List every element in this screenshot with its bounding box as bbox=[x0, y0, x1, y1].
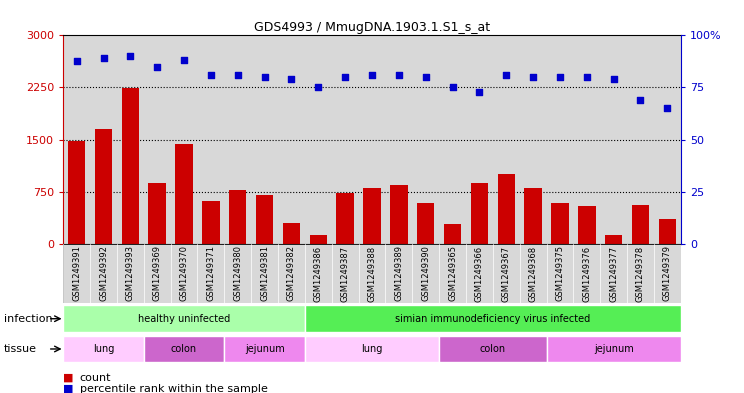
Point bbox=[205, 72, 217, 78]
Text: GSM1249387: GSM1249387 bbox=[341, 245, 350, 301]
Text: GSM1249389: GSM1249389 bbox=[394, 245, 403, 301]
Text: GSM1249378: GSM1249378 bbox=[636, 245, 645, 301]
Text: simian immunodeficiency virus infected: simian immunodeficiency virus infected bbox=[395, 314, 591, 324]
Point bbox=[581, 74, 593, 80]
Bar bbox=[525, 188, 542, 244]
Bar bbox=[417, 203, 434, 244]
Bar bbox=[498, 174, 515, 244]
Bar bbox=[578, 206, 595, 244]
Text: GSM1249382: GSM1249382 bbox=[287, 245, 296, 301]
Text: GSM1249391: GSM1249391 bbox=[72, 245, 81, 301]
Title: GDS4993 / MmugDNA.1903.1.S1_s_at: GDS4993 / MmugDNA.1903.1.S1_s_at bbox=[254, 21, 490, 34]
Point bbox=[661, 105, 673, 111]
Text: jejunum: jejunum bbox=[245, 344, 284, 354]
Point bbox=[608, 76, 620, 82]
Bar bbox=[305, 305, 681, 332]
Text: GSM1249380: GSM1249380 bbox=[234, 245, 243, 301]
Point bbox=[71, 58, 83, 64]
Bar bbox=[551, 204, 568, 244]
Bar bbox=[229, 190, 246, 244]
Point bbox=[232, 72, 244, 78]
Point bbox=[446, 84, 458, 90]
Text: GSM1249369: GSM1249369 bbox=[153, 245, 161, 301]
Text: count: count bbox=[80, 373, 111, 383]
Text: tissue: tissue bbox=[4, 344, 36, 354]
Bar bbox=[363, 188, 381, 244]
Text: GSM1249381: GSM1249381 bbox=[260, 245, 269, 301]
Point bbox=[500, 72, 512, 78]
Text: ■: ■ bbox=[63, 384, 74, 393]
Bar bbox=[390, 185, 408, 244]
Text: GSM1249368: GSM1249368 bbox=[528, 245, 538, 301]
Point bbox=[312, 84, 324, 90]
Bar bbox=[94, 129, 112, 244]
Text: GSM1249377: GSM1249377 bbox=[609, 245, 618, 301]
Point bbox=[554, 74, 566, 80]
Bar bbox=[63, 336, 144, 362]
Bar bbox=[283, 223, 300, 244]
Text: GSM1249366: GSM1249366 bbox=[475, 245, 484, 301]
Text: GSM1249371: GSM1249371 bbox=[206, 245, 216, 301]
Point bbox=[124, 53, 136, 59]
Text: jejunum: jejunum bbox=[594, 344, 633, 354]
Point bbox=[473, 88, 485, 95]
Text: GSM1249393: GSM1249393 bbox=[126, 245, 135, 301]
Bar bbox=[202, 200, 219, 244]
Bar bbox=[176, 144, 193, 244]
Bar bbox=[225, 336, 305, 362]
Text: lung: lung bbox=[93, 344, 114, 354]
Bar bbox=[547, 336, 681, 362]
Text: GSM1249388: GSM1249388 bbox=[368, 245, 376, 301]
Bar bbox=[632, 205, 650, 244]
Text: colon: colon bbox=[480, 344, 506, 354]
Bar bbox=[444, 224, 461, 244]
Bar bbox=[605, 235, 623, 244]
Bar bbox=[305, 336, 439, 362]
Text: infection: infection bbox=[4, 314, 52, 324]
Point bbox=[97, 55, 109, 61]
Point bbox=[151, 63, 163, 70]
Bar bbox=[471, 183, 488, 244]
Point bbox=[366, 72, 378, 78]
Bar bbox=[63, 305, 305, 332]
Text: percentile rank within the sample: percentile rank within the sample bbox=[80, 384, 268, 393]
Bar bbox=[121, 88, 139, 244]
Bar bbox=[144, 336, 225, 362]
Point bbox=[635, 97, 647, 103]
Text: GSM1249367: GSM1249367 bbox=[501, 245, 510, 301]
Bar bbox=[439, 336, 547, 362]
Point bbox=[259, 74, 271, 80]
Text: GSM1249392: GSM1249392 bbox=[99, 245, 108, 301]
Point bbox=[286, 76, 298, 82]
Bar bbox=[256, 195, 273, 244]
Point bbox=[393, 72, 405, 78]
Text: GSM1249386: GSM1249386 bbox=[314, 245, 323, 301]
Text: GSM1249370: GSM1249370 bbox=[179, 245, 188, 301]
Point bbox=[339, 74, 351, 80]
Text: GSM1249365: GSM1249365 bbox=[448, 245, 457, 301]
Text: healthy uninfected: healthy uninfected bbox=[138, 314, 230, 324]
Text: GSM1249390: GSM1249390 bbox=[421, 245, 430, 301]
Text: ■: ■ bbox=[63, 373, 74, 383]
Bar bbox=[336, 193, 354, 244]
Text: GSM1249379: GSM1249379 bbox=[663, 245, 672, 301]
Point bbox=[420, 74, 432, 80]
Text: colon: colon bbox=[171, 344, 197, 354]
Bar bbox=[310, 235, 327, 244]
Bar bbox=[658, 219, 676, 244]
Text: GSM1249376: GSM1249376 bbox=[583, 245, 591, 301]
Point bbox=[527, 74, 539, 80]
Bar bbox=[68, 141, 86, 244]
Point bbox=[178, 57, 190, 64]
Text: GSM1249375: GSM1249375 bbox=[556, 245, 565, 301]
Bar bbox=[149, 183, 166, 244]
Text: lung: lung bbox=[362, 344, 382, 354]
